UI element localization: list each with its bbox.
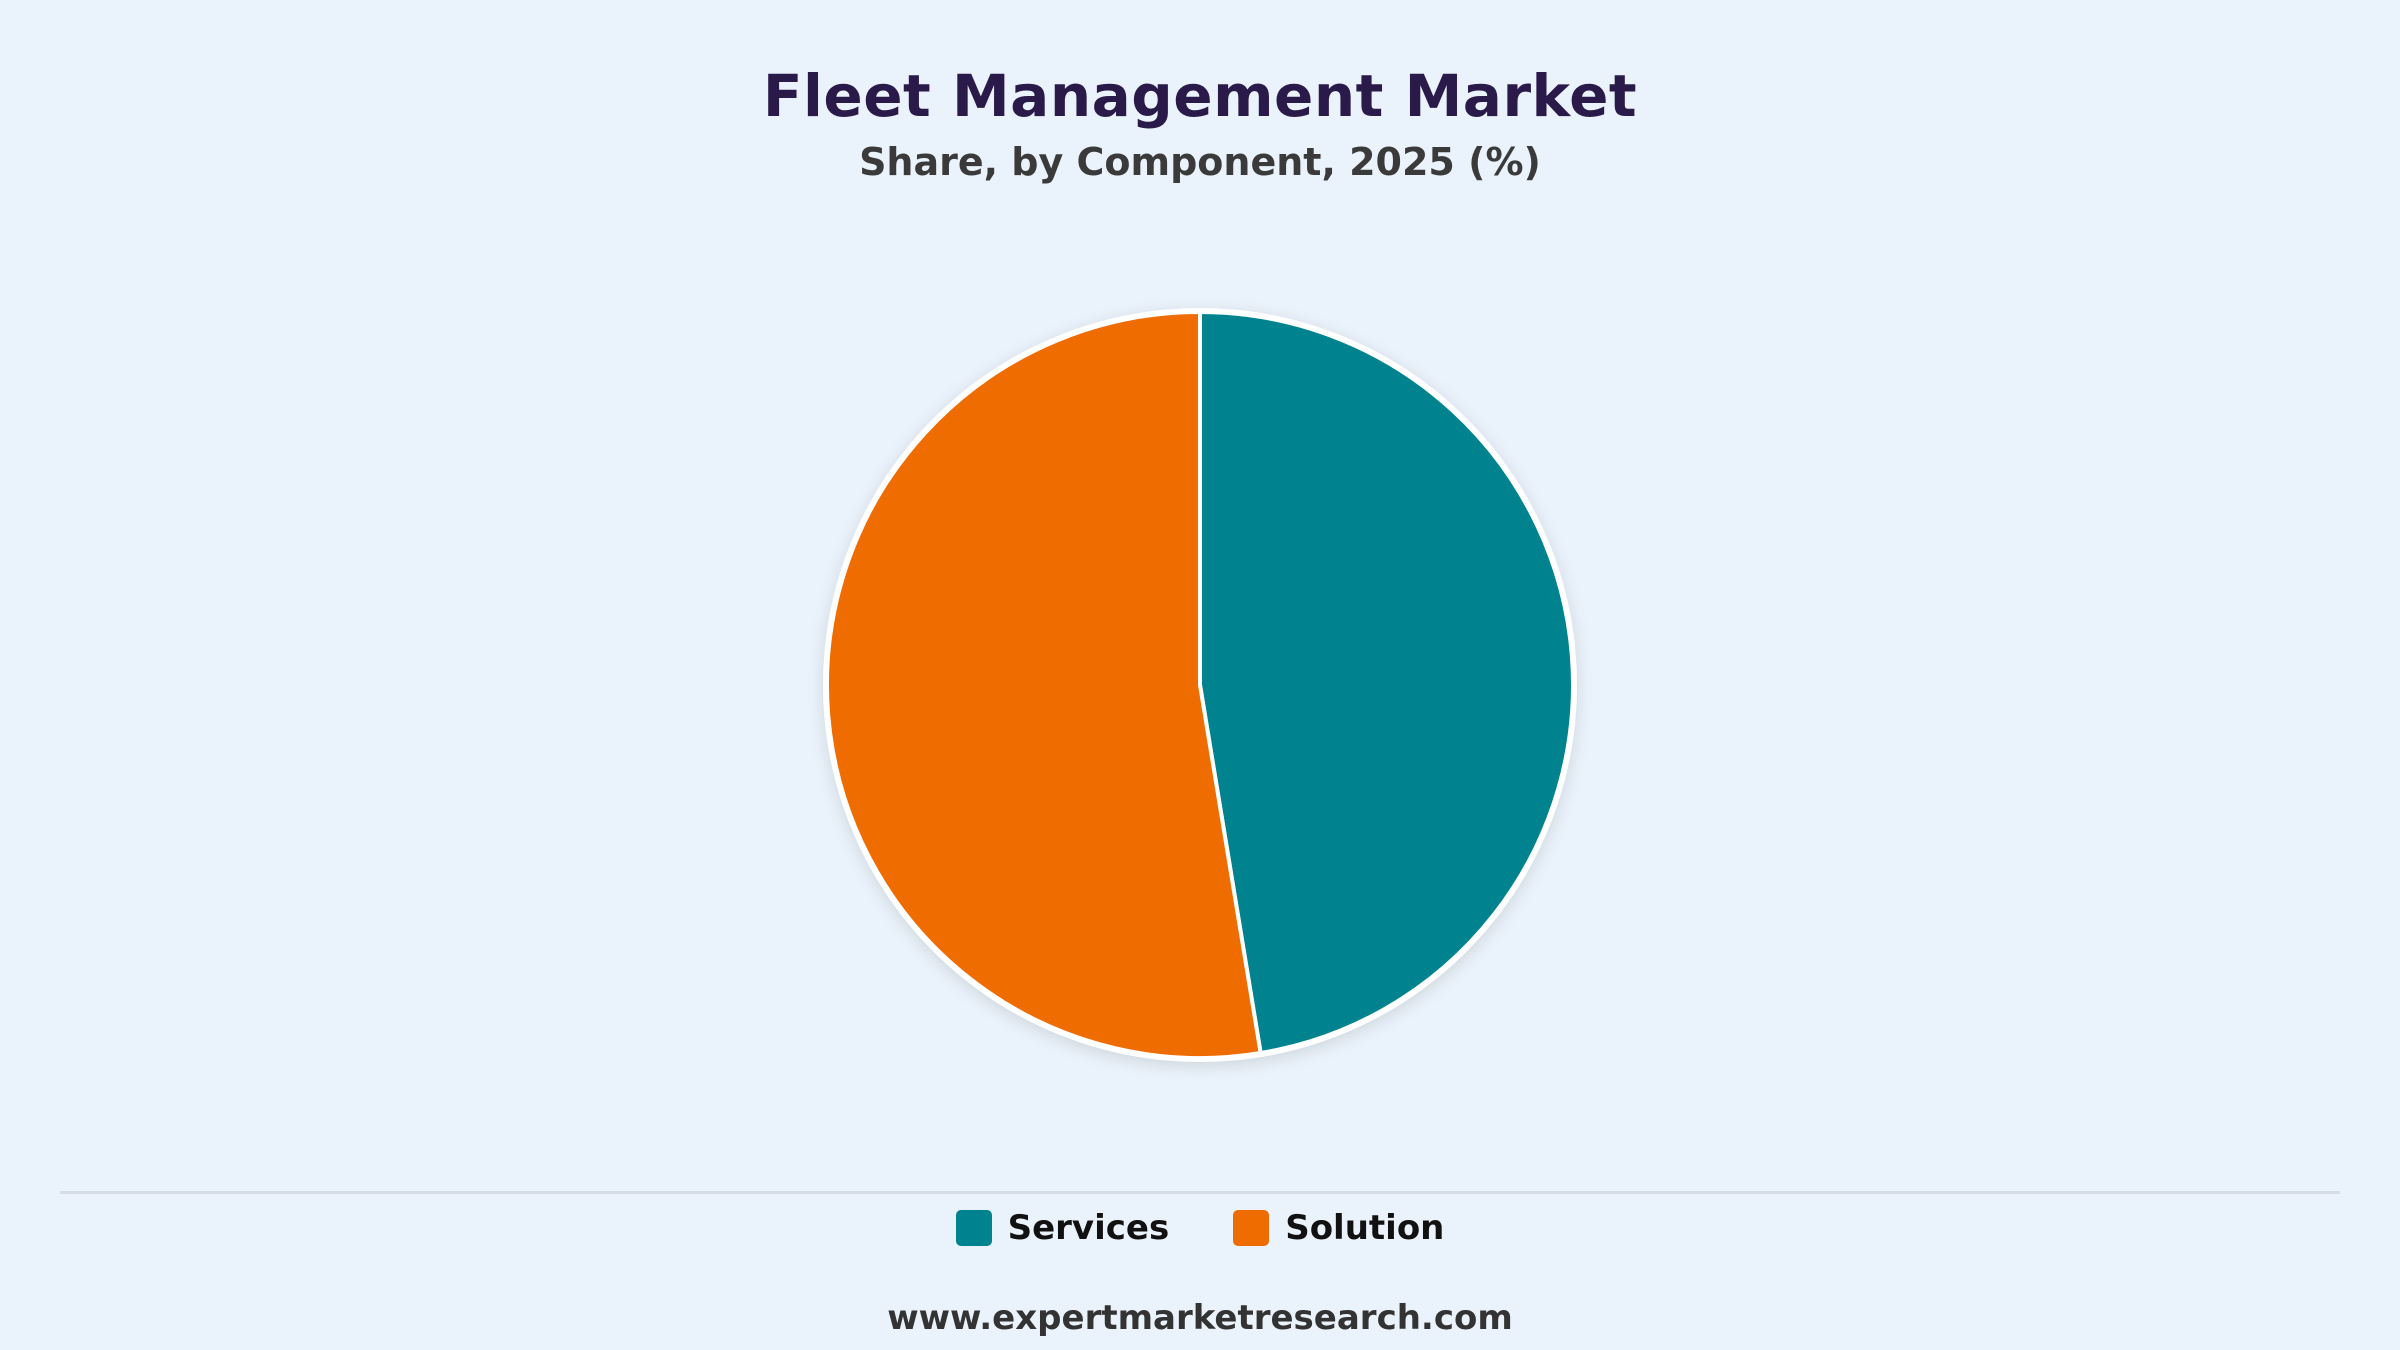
- legend-label-services: Services: [1007, 1208, 1170, 1248]
- legend: Services Solution: [0, 1208, 2400, 1248]
- legend-item-services[interactable]: Services: [955, 1208, 1170, 1248]
- chart-title: Fleet Management Market: [762, 62, 1638, 130]
- legend-item-solution[interactable]: Solution: [1233, 1208, 1444, 1248]
- legend-divider: [60, 1191, 2340, 1194]
- legend-swatch-services: [955, 1210, 992, 1246]
- source-footer: www.expertmarketresearch.com: [887, 1298, 1513, 1338]
- legend-swatch-solution: [1233, 1210, 1270, 1246]
- pie-slice-services[interactable]: [1198, 310, 1575, 1056]
- chart-subtitle: Share, by Component, 2025 (%): [859, 140, 1541, 184]
- pie-slice-solution[interactable]: [825, 310, 1263, 1060]
- legend-label-solution: Solution: [1285, 1208, 1445, 1248]
